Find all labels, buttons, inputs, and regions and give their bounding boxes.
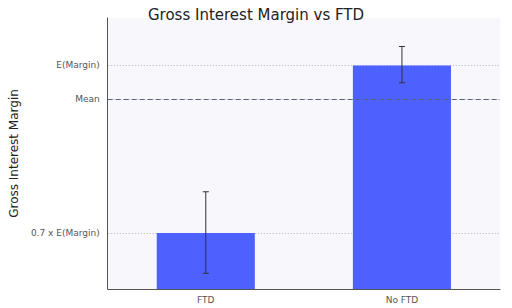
svg-text:Gross Interest Margin vs FTD: Gross Interest Margin vs FTD [148, 6, 364, 24]
svg-text:E(Margin): E(Margin) [56, 60, 99, 70]
svg-text:No FTD: No FTD [386, 295, 419, 305]
svg-text:0.7 x E(Margin): 0.7 x E(Margin) [31, 228, 100, 238]
svg-text:FTD: FTD [197, 295, 215, 305]
svg-text:Mean: Mean [75, 94, 100, 104]
svg-text:Gross Interest Margin: Gross Interest Margin [7, 89, 21, 218]
